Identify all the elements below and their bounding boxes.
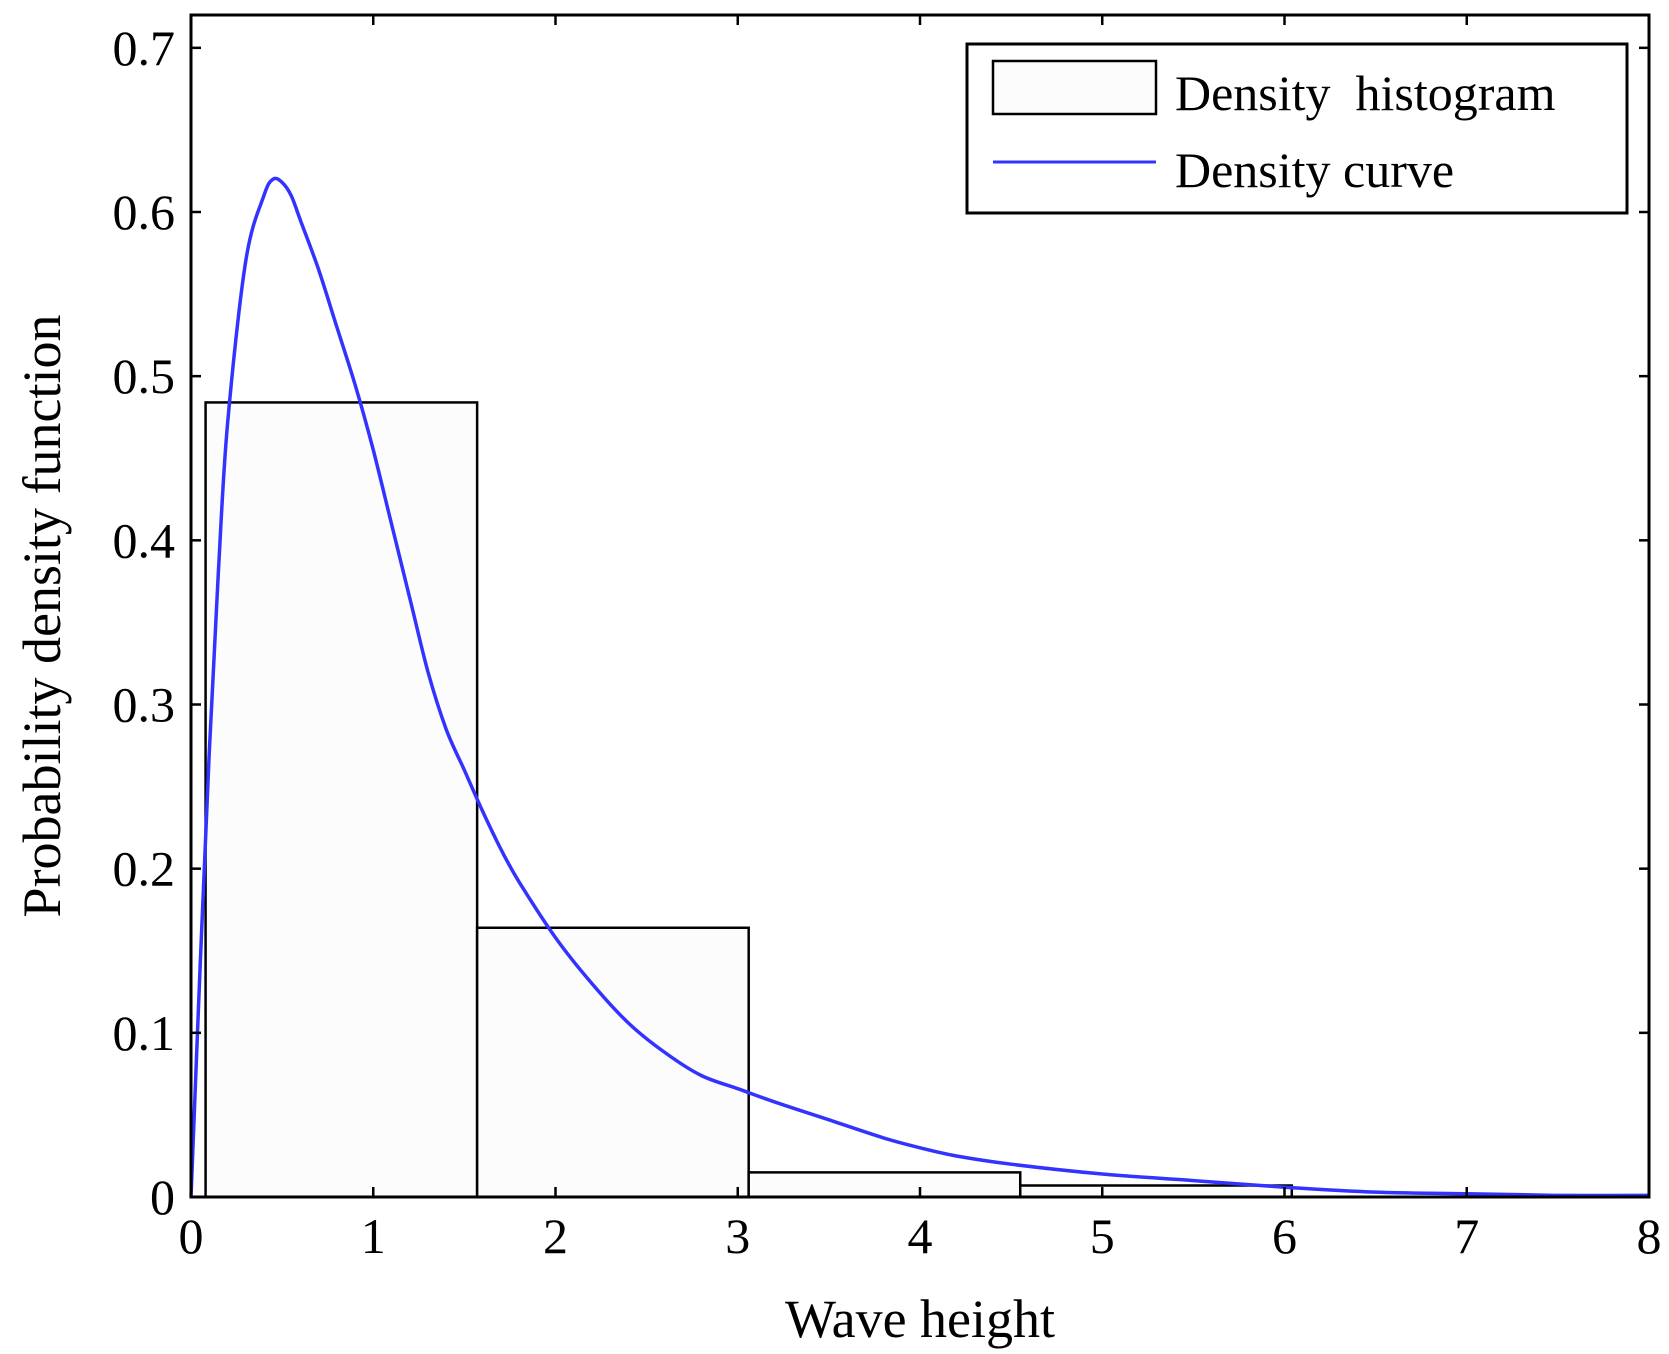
x-tick-label: 1: [361, 1208, 386, 1264]
legend-histogram-swatch: [991, 59, 1158, 116]
x-tick-label: 4: [908, 1208, 933, 1264]
legend: Density histogram Density curve: [965, 42, 1629, 215]
y-tick-label: 0.2: [113, 841, 176, 897]
density-curve-line: [189, 176, 1650, 1198]
histogram-layer: [204, 401, 1294, 1199]
histogram-bar-3: [747, 1171, 1022, 1199]
y-tick-label: 0.1: [113, 1005, 176, 1061]
x-tick-labels: 0 1 2 3 4 5 6 7 8: [179, 1208, 1662, 1264]
histogram-bar-1: [204, 401, 479, 1199]
x-tick-label: 8: [1637, 1208, 1662, 1264]
y-tick-label: 0.7: [113, 20, 176, 76]
histogram-bar-2: [475, 926, 750, 1199]
y-tick-label: 0.4: [113, 512, 176, 568]
y-tick-labels: 0 0.1 0.2 0.3 0.4 0.5 0.6 0.7: [113, 20, 176, 1225]
x-tick-label: 3: [725, 1208, 750, 1264]
legend-curve-label: Density curve: [1175, 142, 1454, 198]
y-axis-title: Probability density function: [12, 315, 72, 918]
legend-histogram-label: Density histogram: [1175, 65, 1556, 121]
x-tick-label: 0: [179, 1208, 204, 1264]
y-tick-label: 0.6: [113, 184, 176, 240]
histogram-bar-4: [1018, 1184, 1294, 1199]
y-tick-label: 0.3: [113, 677, 176, 733]
y-tick-label: 0.5: [113, 348, 176, 404]
y-tick-label: 0: [150, 1169, 175, 1225]
x-tick-label: 6: [1272, 1208, 1297, 1264]
x-tick-label: 2: [543, 1208, 568, 1264]
tick-layer: [189, 15, 1651, 1199]
x-tick-label: 5: [1090, 1208, 1115, 1264]
curve-layer: [189, 176, 1650, 1198]
x-axis-title: Wave height: [785, 1289, 1055, 1349]
x-tick-label: 7: [1454, 1208, 1479, 1264]
